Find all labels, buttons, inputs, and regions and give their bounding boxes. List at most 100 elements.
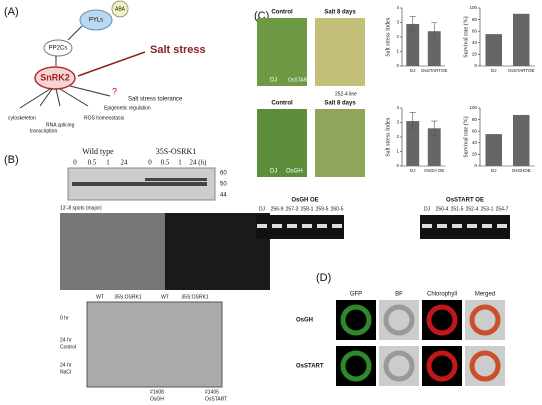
y-tick-label: 3 (396, 20, 399, 25)
bar (513, 114, 530, 166)
column-label: GFP (350, 292, 362, 298)
gel-image (165, 213, 270, 290)
y-tick-label: 100 (469, 105, 477, 110)
column-label: BF (395, 292, 403, 298)
panel-label: (B) (4, 154, 19, 166)
spot-id: OsSTART (205, 396, 227, 402)
gel-band (497, 224, 507, 228)
lane-label: 24 (h) (190, 159, 208, 167)
y-tick-label: 20 (472, 152, 478, 157)
y-axis-label: Survival rate (%) (462, 116, 469, 157)
photo-label: OsSTART (288, 77, 310, 83)
x-tick-label: OsGH OE (424, 168, 444, 173)
y-tick-label: 0 (474, 63, 477, 68)
gel-band (332, 224, 342, 228)
column-label: 35S:OSRK1 (181, 294, 208, 300)
y-tick-label: 60 (472, 128, 478, 133)
size-marker: 44 (220, 193, 227, 199)
pyls-node (79, 9, 113, 31)
group-label: Wild type (82, 147, 114, 156)
spot-id: #1608 (150, 389, 164, 395)
photo-label: Salt 8 days (324, 10, 356, 16)
row-label: OsGH (296, 318, 313, 324)
outcome: RNA splicing (46, 122, 75, 128)
cell (469, 350, 501, 382)
photo-label: DJ (270, 78, 277, 84)
stimulus: Salt stress (150, 44, 206, 56)
column-label: WT (96, 294, 104, 300)
row-label: OsSTART (296, 364, 324, 370)
node-label: ABA (115, 6, 126, 12)
gel-band (422, 224, 432, 228)
cell (426, 350, 458, 382)
cell (340, 304, 372, 336)
panel-a: (A) ABA PYLs PP2Cs SnRK2 Salt stress ? S… (4, 0, 206, 134)
x-tick-label: DJ (410, 168, 416, 173)
y-tick-label: 0 (396, 63, 399, 68)
plant-photo (315, 109, 365, 177)
error-bar (431, 120, 438, 136)
cell (340, 350, 372, 382)
snrk2-node (34, 66, 76, 90)
y-tick-label: 40 (472, 140, 478, 145)
photo-label: DJ (270, 169, 277, 175)
photo-label: Control (271, 101, 293, 107)
row-label: NaCl (60, 369, 71, 375)
lane-label: 258-1 (301, 206, 314, 212)
lane-label: 257-3 (286, 206, 299, 212)
lane-label: 252-4 (466, 206, 479, 212)
lane-label: 24 (121, 159, 129, 167)
caption: 252-4 line (335, 91, 357, 97)
bar (427, 31, 441, 66)
lane-label: DJ (424, 206, 431, 212)
spot-id: #1405 (205, 389, 219, 395)
panel-d: (D) GFP BF Chlorophyll Merged OsGH OsSTART (296, 272, 505, 386)
y-tick-label: 4 (396, 105, 399, 110)
lane-label: 1 (106, 159, 110, 167)
gel-title: OsSTART OE (446, 198, 484, 204)
question: ? (112, 86, 117, 96)
lane-label: 256-9 (271, 206, 284, 212)
arrows (19, 85, 111, 109)
caption: 13’-8 spots (major) (60, 205, 102, 211)
panel-label: (A) (4, 6, 19, 18)
arrow (77, 51, 146, 77)
row-label: Control (60, 344, 76, 350)
lane-label: 0.5 (88, 159, 97, 167)
photo-label: Salt 8 days (324, 101, 356, 107)
bar (427, 128, 441, 166)
column-label: WT (161, 294, 169, 300)
spot-grid (86, 301, 223, 388)
blot-bands (72, 178, 207, 186)
lane-label: 251-5 (451, 206, 464, 212)
error-bar (409, 16, 416, 32)
lane-label: 1 (178, 159, 182, 167)
aba-node (111, 0, 129, 18)
gel-band (272, 224, 282, 228)
y-tick-label: 1 (396, 149, 399, 154)
cell (383, 350, 415, 382)
y-tick-label: 80 (472, 117, 478, 122)
size-marker: 60 (220, 171, 227, 177)
lane-label: DJ (259, 206, 266, 212)
bar (406, 121, 420, 166)
y-tick-label: 0 (396, 163, 399, 168)
x-tick-label: DJ (410, 68, 416, 73)
bar (406, 23, 420, 66)
x-tick-label: OsSTARTOE (508, 68, 535, 73)
x-tick-label: DJ (491, 68, 497, 73)
outcome: Salt stress tolerance (128, 97, 183, 103)
x-tick-label: DJ (491, 168, 497, 173)
error-bar (431, 22, 438, 41)
lane-label: 253-1 (481, 206, 494, 212)
cell (383, 304, 415, 336)
x-tick-label: OsSTARTOE (421, 68, 448, 73)
lane-label: 254-7 (496, 206, 509, 212)
plant-photo (257, 109, 307, 177)
inhibit-line (67, 25, 83, 41)
y-tick-label: 20 (472, 52, 478, 57)
gel-band (257, 224, 267, 228)
y-tick-label: 80 (472, 17, 478, 22)
gel-image (60, 213, 165, 290)
